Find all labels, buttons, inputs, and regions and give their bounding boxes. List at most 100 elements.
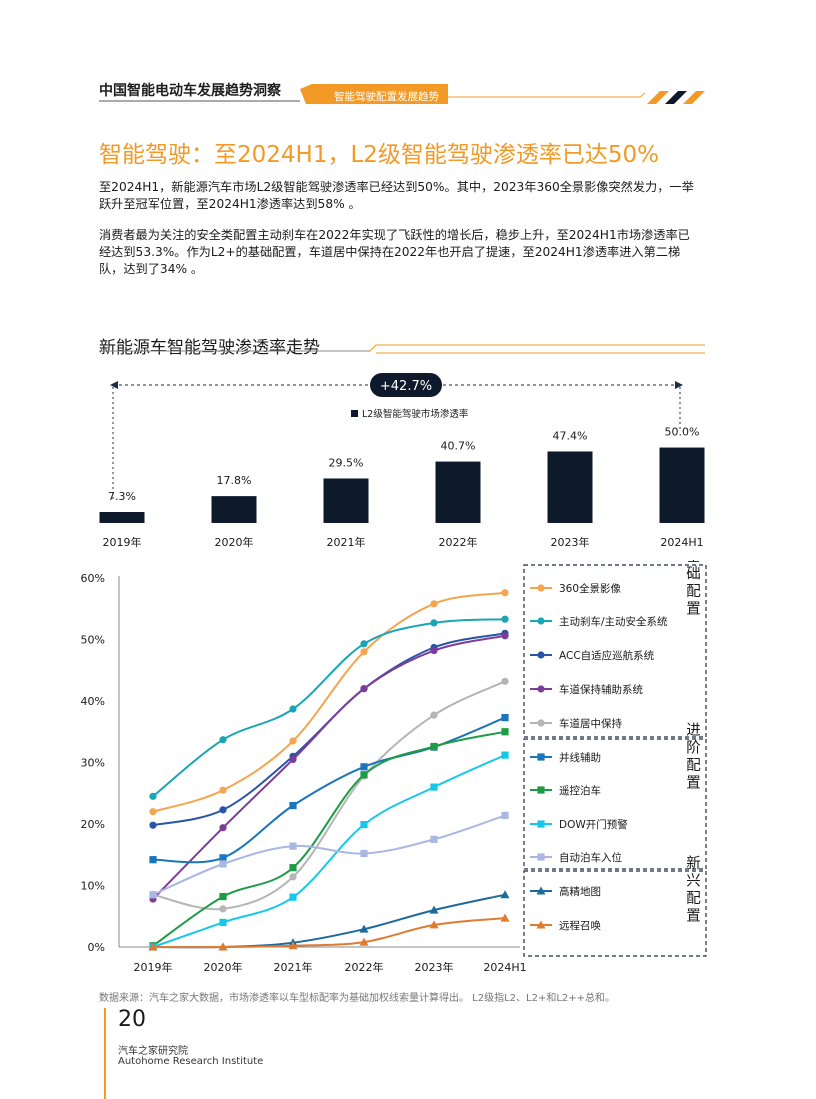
legend-marker-7 <box>537 786 545 794</box>
series-2-point-2 <box>219 736 227 744</box>
series-7-point-5 <box>430 742 438 751</box>
x-tick-label: 2023年 <box>415 960 454 974</box>
series-line-9 <box>152 814 506 896</box>
bar-4 <box>435 461 481 523</box>
footer-org-cn: 汽车之家研究院 <box>118 1046 188 1057</box>
series-11-point-4 <box>359 937 369 946</box>
page-number: 20 <box>118 1007 146 1032</box>
bar-3 <box>323 478 369 523</box>
legend-marker-11 <box>536 920 546 929</box>
series-9-point-6 <box>501 811 509 819</box>
bar-value-label: 29.5% <box>329 456 364 469</box>
legend-marker-5 <box>537 719 545 727</box>
series-3-point-2 <box>219 806 227 814</box>
series-7-point-4 <box>360 771 368 779</box>
report-title: 中国智能电动车发展趋势洞察 <box>99 83 281 99</box>
legend-label: DOW开门预警 <box>559 818 628 831</box>
legend-marker-3 <box>537 651 545 659</box>
y-tick-label: 20% <box>81 818 105 831</box>
series-4-point-5 <box>430 646 438 655</box>
legend-marker-10 <box>536 886 546 895</box>
series-9-point-5 <box>430 835 438 843</box>
x-tick-label: 2019年 <box>134 960 173 974</box>
series-8-point-5 <box>430 783 438 791</box>
legend-label: 360全景影像 <box>559 582 622 595</box>
series-10-point-6 <box>500 890 510 899</box>
bar-value-label: 50.0% <box>665 426 700 439</box>
x-tick-label: 2020年 <box>204 960 243 974</box>
x-tick-label: 2021年 <box>274 960 313 974</box>
series-11-point-3 <box>288 941 298 950</box>
y-tick-label: 50% <box>81 634 105 647</box>
line-chart: 0% 10% 20% 30% 40% 50% 60% 2019年 2020年 2021年 2022年… <box>81 560 707 974</box>
bar-category-label: 2022年 <box>439 535 478 549</box>
series-line-10 <box>152 893 506 949</box>
growth-badge-text: +42.7% <box>380 379 432 394</box>
series-10-point-5 <box>429 905 439 914</box>
legend-label: 主动刹车/主动安全系统 <box>559 615 668 628</box>
footer-org-en: Autohome Research Institute <box>118 1056 264 1067</box>
legend-marker-1 <box>537 584 545 592</box>
legend-label: 遥控泊车 <box>559 784 601 797</box>
series-11-point-1 <box>148 942 158 951</box>
series-line-11 <box>152 917 506 949</box>
series-11-point-5 <box>429 920 439 929</box>
legend-label: 自动泊车入位 <box>559 851 622 864</box>
bar-category-label: 2023年 <box>551 535 590 549</box>
series-4-point-6 <box>501 632 509 640</box>
y-tick-label: 0% <box>88 941 105 954</box>
series-11-point-2 <box>218 942 228 951</box>
series-line-7 <box>152 730 506 947</box>
series-7-point-2 <box>219 892 227 901</box>
x-tick-label: 2024H1 <box>483 961 526 974</box>
series-5-point-2 <box>219 905 227 913</box>
paragraph-1: 至2024H1，新能源汽车市场L2级智能驾驶渗透率已经达到50%。其中，2023… <box>99 180 694 211</box>
legend-marker-9 <box>537 853 545 861</box>
series-1-point-6 <box>501 589 509 597</box>
bar-2 <box>211 496 257 523</box>
series-6-point-6 <box>501 714 509 722</box>
bar-category-label: 2020年 <box>215 535 254 549</box>
legend-label: 高精地图 <box>559 885 601 898</box>
footer-accent-line <box>104 1008 106 1099</box>
legend-marker-4 <box>537 685 545 693</box>
series-4-point-4 <box>360 685 368 693</box>
y-tick-label: 30% <box>81 757 105 770</box>
series-1-point-5 <box>430 600 438 608</box>
bar-category-label: 2021年 <box>327 535 366 549</box>
legend-marker-2 <box>537 617 545 625</box>
series-9-point-4 <box>360 849 368 858</box>
series-7-point-3 <box>289 864 297 872</box>
series-5-point-5 <box>430 711 438 719</box>
series-8-point-2 <box>219 918 227 926</box>
legend-marker-6 <box>537 753 545 761</box>
legend-label: 车道居中保持 <box>559 717 622 730</box>
y-tick-label: 40% <box>81 695 105 708</box>
bar-category-label: 2024H1 <box>660 536 703 549</box>
bar-6 <box>659 447 705 523</box>
series-11-point-6 <box>500 913 510 922</box>
legend-group-label-1: 基础配置 <box>684 560 700 618</box>
growth-badge <box>370 373 442 397</box>
series-line-2 <box>152 618 506 798</box>
series-1-point-4 <box>360 648 368 656</box>
legend-label: 车道保持辅助系统 <box>559 683 643 696</box>
series-10-point-4 <box>359 924 369 933</box>
legend-group-label-3: 新兴配置 <box>684 855 700 925</box>
section-tab-shape <box>300 84 448 104</box>
series-9-point-2 <box>219 860 227 868</box>
legend-label: 远程召唤 <box>559 919 601 932</box>
legend-group-box-2 <box>523 738 707 870</box>
x-tick-label: 2022年 <box>345 960 384 974</box>
series-6-point-3 <box>289 801 297 810</box>
series-1-point-3 <box>289 737 297 745</box>
bar-1 <box>99 511 145 523</box>
series-6-point-2 <box>219 854 227 862</box>
section-tab-label: 智能驾驶配置发展趋势 <box>334 91 439 103</box>
series-6-point-1 <box>149 856 157 864</box>
series-8-point-4 <box>360 821 368 829</box>
chart-title-underline <box>99 344 705 354</box>
series-2-point-6 <box>501 615 509 623</box>
header-stripe-2 <box>665 91 687 104</box>
legend-label: 并线辅助 <box>559 751 601 764</box>
